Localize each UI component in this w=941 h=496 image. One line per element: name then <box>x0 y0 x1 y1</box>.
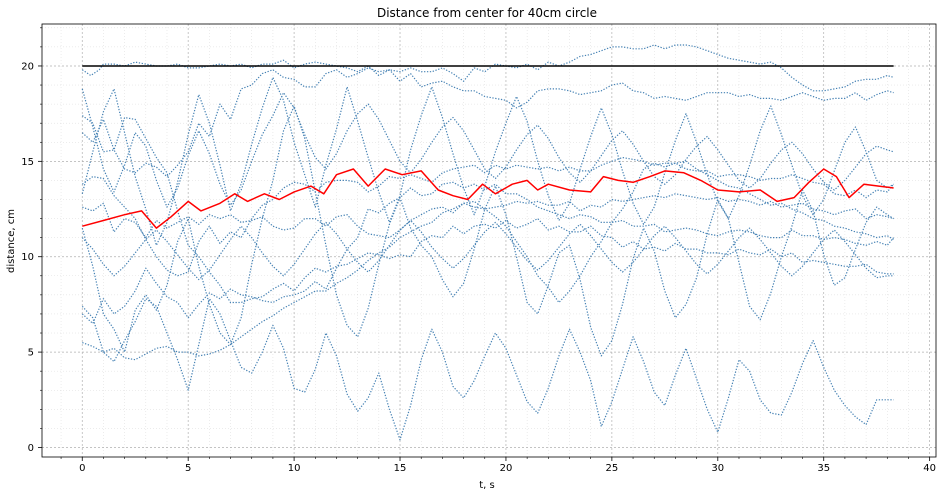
y-axis-label: distance, cm <box>6 209 17 273</box>
x-tick-label: 25 <box>606 463 619 474</box>
mean-series-line <box>82 168 894 229</box>
trial-series-line-7 <box>82 160 894 361</box>
trial-series-line-6 <box>81 181 895 325</box>
y-tick-label: 10 <box>21 252 34 263</box>
x-tick-label: 20 <box>500 463 513 474</box>
trial-series-line-8 <box>81 105 894 357</box>
chart-title: Distance from center for 40cm circle <box>377 6 597 20</box>
x-tick-label: 5 <box>185 463 191 474</box>
y-tick-label: 0 <box>28 443 34 454</box>
x-tick-label: 40 <box>923 463 936 474</box>
x-tick-label: 10 <box>288 463 301 474</box>
minor-grid <box>42 24 936 457</box>
trial-series-group <box>81 44 895 441</box>
y-tick-label: 5 <box>28 348 34 359</box>
trial-series-line-4 <box>82 193 894 239</box>
trial-series-line-3 <box>81 156 895 277</box>
trial-series-line-10 <box>81 76 894 246</box>
plot-frame <box>41 23 937 458</box>
x-tick-label: 30 <box>711 463 724 474</box>
x-tick-label: 35 <box>817 463 830 474</box>
y-tick-label: 20 <box>21 61 34 72</box>
y-tick-label: 15 <box>21 157 34 168</box>
mean-series-group <box>82 168 894 229</box>
x-axis-ticks: 0 5 10 15 20 25 30 35 40 <box>60 457 936 474</box>
y-axis-ticks: 0 5 10 15 20 <box>21 27 42 454</box>
x-tick-label: 0 <box>79 463 85 474</box>
x-tick-label: 15 <box>394 463 407 474</box>
x-axis-label: t, s <box>479 480 495 491</box>
trial-series-line-9 <box>81 298 894 441</box>
trial-series-line-5 <box>81 115 894 304</box>
trial-series-line-2 <box>81 67 894 178</box>
